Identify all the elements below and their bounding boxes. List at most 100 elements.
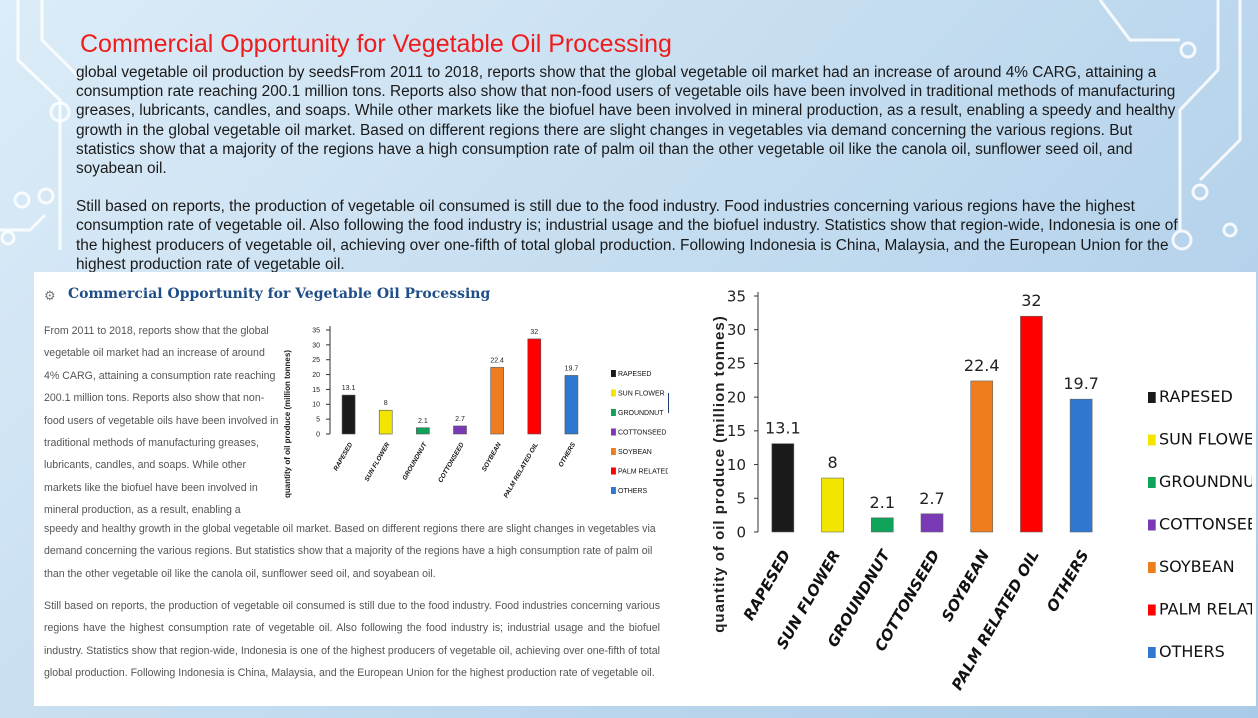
y-tick-label: 20 bbox=[727, 388, 746, 406]
y-tick-label: 35 bbox=[312, 327, 320, 334]
legend-swatch bbox=[611, 389, 616, 397]
legend-label: SOYBEAN bbox=[618, 449, 652, 456]
legend-swatch bbox=[1148, 434, 1156, 446]
y-tick-label: 15 bbox=[312, 387, 320, 394]
article-title: Commercial Opportunity for Vegetable Oil… bbox=[68, 286, 491, 302]
y-tick-label: 10 bbox=[727, 456, 746, 474]
article-second-paragraph: Still based on reports, the production o… bbox=[44, 600, 660, 680]
data-label: 8 bbox=[827, 453, 837, 472]
legend-swatch bbox=[611, 409, 616, 416]
legend-label: COTTONSEED bbox=[618, 430, 667, 437]
x-tick-label: GROUNDNUT bbox=[401, 441, 429, 482]
bar-palm-related-oil bbox=[527, 338, 542, 435]
data-label: 32 bbox=[530, 329, 538, 336]
legend-label: COTTONSEED bbox=[1159, 515, 1252, 534]
article-column-paragraph: From 2011 to 2018, reports show that the… bbox=[44, 325, 279, 517]
legend-label: PALM RELATED OIL bbox=[618, 469, 668, 476]
legend-label: GROUNDNUT bbox=[1159, 472, 1252, 491]
bar-soybean bbox=[970, 380, 994, 533]
y-tick-label: 25 bbox=[312, 357, 320, 364]
x-tick-label: OTHERS bbox=[558, 441, 578, 469]
bar-sun-flower bbox=[378, 409, 393, 435]
legend-swatch bbox=[1148, 562, 1156, 573]
legend-label: RAPESED bbox=[1159, 387, 1233, 406]
bar-palm-related-oil bbox=[1020, 315, 1043, 533]
article-continued-text: speedy and healthy growth in the global … bbox=[44, 518, 664, 585]
y-tick-label: 5 bbox=[736, 490, 746, 508]
bar-cottonseed bbox=[920, 513, 944, 533]
x-tick-label: SOYBEAN bbox=[938, 547, 993, 625]
x-tick-label: SOYBEAN bbox=[481, 441, 503, 473]
legend-swatch bbox=[611, 467, 616, 475]
legend-label: SUN FLOWER bbox=[1159, 430, 1252, 449]
legend-swatch bbox=[611, 370, 616, 377]
data-label: 22.4 bbox=[964, 356, 1000, 375]
article-paragraph-2: Still based on reports, the production o… bbox=[44, 595, 660, 685]
y-tick-label: 5 bbox=[316, 417, 320, 424]
legend-swatch bbox=[611, 428, 616, 436]
bar-others bbox=[1069, 398, 1093, 533]
data-label: 2.1 bbox=[870, 493, 895, 512]
legend-swatch bbox=[611, 487, 616, 494]
x-tick-label: COTTONSEED bbox=[437, 441, 466, 484]
legend-label: GROUNDNUT bbox=[618, 410, 664, 417]
x-tick-label: SUN FLOWER bbox=[364, 441, 392, 483]
x-tick-label: OTHERS bbox=[1043, 547, 1093, 615]
x-tick-label: RAPESED bbox=[740, 547, 795, 623]
data-label: 2.1 bbox=[418, 418, 428, 425]
x-tick-label: PALM RELATED OIL bbox=[948, 547, 1043, 693]
legend-swatch bbox=[1148, 392, 1156, 403]
slide-title: Commercial Opportunity for Vegetable Oil… bbox=[80, 30, 672, 58]
bar-soybean bbox=[490, 367, 504, 435]
article-screenshot-panel: ⚙ Commercial Opportunity for Vegetable O… bbox=[34, 272, 1256, 706]
legend-label: RAPESED bbox=[618, 371, 651, 378]
legend-label: SOYBEAN bbox=[1159, 557, 1235, 576]
y-axis-title: quantity of oil produce (million tonnes) bbox=[711, 315, 728, 633]
bar-groundnut bbox=[870, 517, 894, 533]
legend-swatch bbox=[1148, 604, 1156, 616]
bar-rapesed bbox=[341, 394, 356, 435]
legend-swatch bbox=[611, 448, 616, 455]
y-tick-label: 0 bbox=[736, 523, 746, 541]
large-bar-chart: quantity of oil produce (million tonnes)… bbox=[711, 287, 1252, 693]
x-tick-label: PALM RELATED OIL bbox=[503, 441, 540, 499]
legend-label: OTHERS bbox=[618, 488, 648, 495]
slide-body: global vegetable oil production by seeds… bbox=[76, 63, 1186, 274]
legend-swatch bbox=[1148, 519, 1156, 531]
data-label: 22.4 bbox=[490, 357, 504, 364]
y-tick-label: 15 bbox=[727, 422, 746, 440]
slide-paragraph-1: global vegetable oil production by seeds… bbox=[76, 64, 1176, 178]
article-continued-paragraph: speedy and healthy growth in the global … bbox=[44, 523, 656, 580]
data-label: 2.7 bbox=[455, 416, 465, 423]
x-tick-label: RAPESED bbox=[333, 441, 355, 472]
text-cursor bbox=[668, 393, 669, 413]
data-label: 2.7 bbox=[919, 489, 944, 508]
legend-label: OTHERS bbox=[1159, 642, 1225, 661]
y-tick-label: 30 bbox=[312, 342, 320, 349]
y-tick-label: 0 bbox=[316, 431, 320, 438]
y-tick-label: 10 bbox=[312, 402, 320, 409]
small-bar-chart: quantity of oil produce (million tonnes)… bbox=[283, 326, 668, 499]
data-label: 13.1 bbox=[765, 419, 801, 438]
bar-rapesed bbox=[771, 443, 795, 533]
article-column-text: From 2011 to 2018, reports show that the… bbox=[44, 320, 280, 522]
y-tick-label: 30 bbox=[727, 321, 746, 339]
data-label: 13.1 bbox=[342, 385, 356, 392]
legend-label: SUN FLOWER bbox=[618, 391, 665, 398]
bar-cottonseed bbox=[453, 425, 467, 435]
legend-swatch bbox=[1148, 647, 1156, 658]
y-tick-label: 25 bbox=[727, 355, 746, 373]
data-label: 19.7 bbox=[1063, 374, 1099, 393]
data-label: 32 bbox=[1021, 291, 1041, 310]
legend-label: PALM RELATED OIL bbox=[1159, 600, 1252, 619]
bar-groundnut bbox=[416, 427, 430, 435]
y-tick-label: 20 bbox=[312, 372, 320, 379]
slide-paragraph-2: Still based on reports, the production o… bbox=[76, 198, 1178, 273]
bar-sun-flower bbox=[821, 477, 844, 533]
data-label: 8 bbox=[384, 400, 388, 407]
gear-icon: ⚙ bbox=[44, 288, 56, 303]
legend-swatch bbox=[1148, 477, 1156, 488]
bar-others bbox=[564, 375, 579, 435]
y-axis-title: quantity of oil produce (million tonnes) bbox=[283, 350, 292, 498]
